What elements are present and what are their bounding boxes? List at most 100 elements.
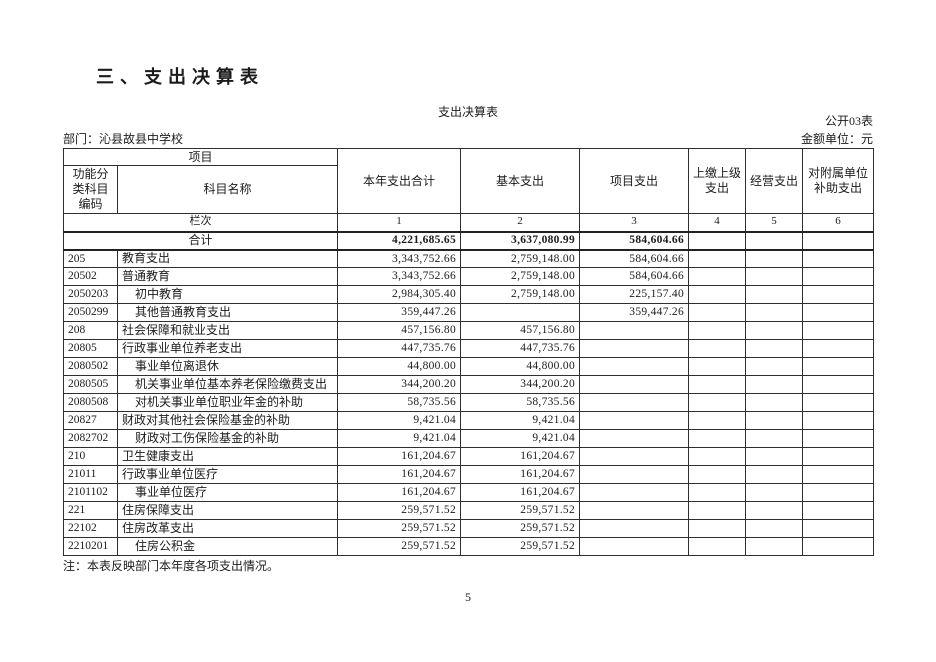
- amount-cell: [688, 321, 747, 340]
- subject-code: 205: [63, 249, 118, 268]
- table-title: 支出决算表: [437, 105, 498, 119]
- column-index-4: 4: [688, 213, 747, 233]
- total-amount-project: 584,604.66: [579, 231, 690, 251]
- total-amount-basic: 3,637,080.99: [460, 231, 581, 251]
- subject-code: 21011: [63, 465, 118, 484]
- table-row: 221 住房保障支出 259,571.52 259,571.52: [63, 501, 875, 520]
- amount-cell: [745, 447, 804, 466]
- amount-cell: [802, 267, 875, 286]
- subject-name: 对机关事业单位职业年金的补助: [116, 393, 339, 412]
- table-row: 2101102 事业单位医疗 161,204.67 161,204.67: [63, 483, 875, 502]
- subject-name: 事业单位医疗: [116, 483, 339, 502]
- amount-cell: 259,571.52: [337, 537, 462, 556]
- amount-cell: [579, 537, 690, 556]
- amount-cell: 447,735.76: [337, 339, 462, 358]
- amount-cell: [802, 303, 875, 322]
- amount-cell: [688, 375, 747, 394]
- amount-cell: [688, 429, 747, 448]
- subject-code: 2080505: [63, 375, 118, 394]
- table-row: 205 教育支出 3,343,752.66 2,759,148.00 584,604.6…: [63, 249, 875, 268]
- table-row: 20827 财政对其他社会保险基金的补助 9,421.04 9,421.04: [63, 411, 875, 430]
- amount-cell: [745, 267, 804, 286]
- amount-cell: [745, 375, 804, 394]
- column-index-2: 2: [460, 213, 581, 233]
- amount-cell: [802, 447, 875, 466]
- amount-cell: [802, 285, 875, 304]
- amount-cell: 584,604.66: [579, 249, 690, 268]
- amount-cell: 344,200.20: [460, 375, 581, 394]
- amount-cell: 2,759,148.00: [460, 267, 581, 286]
- subject-name: 教育支出: [116, 249, 339, 268]
- amount-cell: [802, 501, 875, 520]
- amount-cell: 344,200.20: [337, 375, 462, 394]
- department-label: 部门：沁县故县中学校: [63, 132, 184, 146]
- header-subject-name: 科目名称: [116, 165, 339, 214]
- amount-cell: 161,204.67: [460, 447, 581, 466]
- amount-cell: 161,204.67: [460, 483, 581, 502]
- subject-code: 2210201: [63, 537, 118, 556]
- column-index-6: 6: [802, 213, 875, 233]
- subject-name: 行政事业单位养老支出: [116, 339, 339, 358]
- amount-cell: 447,735.76: [460, 339, 581, 358]
- subject-code: 22102: [63, 519, 118, 538]
- amount-cell: [745, 411, 804, 430]
- subject-code: 20502: [63, 267, 118, 286]
- amount-cell: 161,204.67: [460, 465, 581, 484]
- header-subsidy-expenditure: 对附属单位补助支出: [802, 148, 875, 214]
- table-row: 2210201 住房公积金 259,571.52 259,571.52: [63, 537, 875, 556]
- subject-code: 2080502: [63, 357, 118, 376]
- meta-row: 部门：沁县故县中学校 金额单位：元: [63, 130, 873, 147]
- subject-code: 20827: [63, 411, 118, 430]
- amount-cell: [579, 501, 690, 520]
- amount-cell: [745, 285, 804, 304]
- subject-name: 其他普通教育支出: [116, 303, 339, 322]
- amount-cell: 3,343,752.66: [337, 267, 462, 286]
- amount-cell: 457,156.80: [460, 321, 581, 340]
- amount-cell: 58,735.56: [337, 393, 462, 412]
- amount-cell: [688, 483, 747, 502]
- amount-cell: [745, 483, 804, 502]
- amount-cell: [460, 303, 581, 322]
- amount-cell: [802, 321, 875, 340]
- amount-cell: [802, 339, 875, 358]
- amount-cell: 457,156.80: [337, 321, 462, 340]
- amount-cell: 2,984,305.40: [337, 285, 462, 304]
- subject-name: 普通教育: [116, 267, 339, 286]
- total-row: 合计 4,221,685.65 3,637,080.99 584,604.66: [62, 231, 875, 251]
- amount-cell: [745, 357, 804, 376]
- amount-cell: [579, 465, 690, 484]
- amount-cell: [688, 267, 747, 286]
- column-index-5: 5: [745, 213, 804, 233]
- subject-code: 20805: [63, 339, 118, 358]
- column-index-label: 栏次: [62, 213, 339, 233]
- amount-cell: [688, 465, 747, 484]
- amount-cell: [688, 501, 747, 520]
- amount-cell: 58,735.56: [460, 393, 581, 412]
- header-function-code: 功能分类科目编码: [63, 165, 118, 214]
- amount-cell: [745, 429, 804, 448]
- column-index-row: 栏次 1 2 3 4 5 6: [62, 213, 875, 233]
- amount-cell: 259,571.52: [460, 501, 581, 520]
- amount-cell: 259,571.52: [337, 501, 462, 520]
- amount-cell: 2,759,148.00: [460, 249, 581, 268]
- subject-name: 行政事业单位医疗: [116, 465, 339, 484]
- amount-cell: [802, 375, 875, 394]
- form-code-label: 公开03表: [824, 114, 873, 128]
- total-amount-operating: [745, 231, 804, 251]
- amount-cell: [802, 357, 875, 376]
- total-amount-subsidy: [802, 231, 875, 251]
- table-row: 20805 行政事业单位养老支出 447,735.76 447,735.76: [63, 339, 875, 358]
- table-row: 2080502 事业单位离退休 44,800.00 44,800.00: [63, 357, 875, 376]
- subject-name: 事业单位离退休: [116, 357, 339, 376]
- total-label: 合计: [62, 231, 339, 251]
- amount-cell: 44,800.00: [337, 357, 462, 376]
- amount-cell: [745, 393, 804, 412]
- header-project-expenditure: 项目支出: [579, 148, 690, 214]
- table-row: 2050299 其他普通教育支出 359,447.26 359,447.26: [63, 303, 875, 322]
- subject-name: 卫生健康支出: [116, 447, 339, 466]
- header-row-project: 项目 本年支出合计 基本支出 项目支出 上缴上级支出 经营支出 对附属单位补助支…: [62, 148, 875, 214]
- amount-cell: [688, 537, 747, 556]
- page-number: 5: [465, 590, 471, 604]
- subject-code: 2080508: [63, 393, 118, 412]
- amount-cell: 161,204.67: [337, 447, 462, 466]
